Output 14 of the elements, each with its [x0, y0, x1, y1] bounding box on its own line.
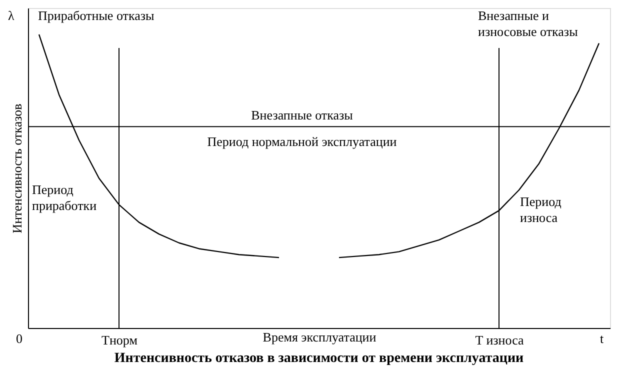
text: Приработные отказы [38, 8, 154, 23]
text: Интенсивность отказов в зависимости от времени эксплуатации [114, 351, 524, 366]
ref-line-label: Внезапные отказы [251, 108, 354, 123]
annotation: Внезапные и износовые отказы [478, 8, 578, 39]
text: t [600, 331, 604, 346]
annotation: Период нормальной эксплуатации [207, 134, 397, 149]
annotation: Период износа [520, 194, 562, 225]
annotation: Период приработки [32, 182, 97, 213]
y-axis-title: Интенсивность отказов [10, 104, 24, 234]
text: 0 [16, 331, 22, 346]
x-tick-label: T износа [475, 332, 524, 348]
x-tick-label: Тнорм [102, 332, 138, 348]
x-axis-title: Время эксплуатации [262, 330, 376, 344]
text: λ [8, 8, 15, 23]
